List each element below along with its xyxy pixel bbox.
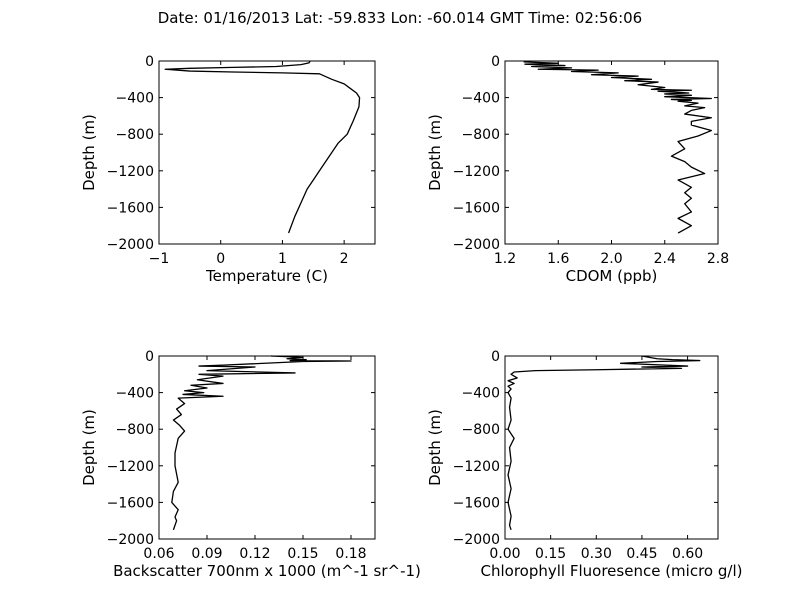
temperature-xtick-label: 1 [278,251,287,267]
subplot-backscatter: 0.06 0.09 0.12 0.15 0.18 0 −400 −800 −1200 −1600 −… [80,349,421,580]
temperature-ytick-label: −400 [116,91,154,107]
temperature-ytick-label: −1200 [107,164,154,180]
backscatter-xtick-label: 0.09 [191,546,222,562]
backscatter-ytick-label: −800 [116,422,154,438]
cdom-xtick-label: 2.8 [707,251,729,267]
backscatter-xtick-label: 0.15 [287,546,318,562]
chlorophyll-ytick-label: −1600 [453,495,500,511]
chlorophyll-xaxis-label: Chlorophyll Fluoresence (micro g/l) [481,562,743,580]
chlorophyll-xtick-label: 0.00 [489,546,520,562]
temperature-xtick-label: −1 [149,251,170,267]
cdom-yaxis-label: Depth (m) [426,114,444,191]
backscatter-xtick-label: 0.06 [143,546,174,562]
temperature-ytick-label: −2000 [107,237,154,253]
chlorophyll-xtick-label: 0.15 [535,546,566,562]
cdom-ytick-label: −400 [462,91,500,107]
backscatter-axes-frame [158,355,376,540]
chlorophyll-profile-line [507,355,701,531]
cdom-ytick-label: −800 [462,127,500,143]
chlorophyll-ytick-label: 0 [491,349,500,365]
figure-suptitle: Date: 01/16/2013 Lat: -59.833 Lon: -60.0… [158,9,642,27]
cdom-profile-line [523,61,712,234]
backscatter-ytick-label: −2000 [107,532,154,548]
backscatter-xtick-label: 0.12 [239,546,270,562]
temperature-xaxis-label: Temperature (C) [205,267,328,285]
chlorophyll-xtick-label: 0.60 [672,546,703,562]
backscatter-xaxis-label: Backscatter 700nm x 1000 (m^-1 sr^-1) [113,562,421,580]
temperature-ytick-label: 0 [145,54,154,70]
cdom-ytick-label: −2000 [453,237,500,253]
cdom-ytick-label: −1600 [453,200,500,216]
cdom-xtick-label: 2.0 [600,251,622,267]
chlorophyll-ytick-label: −2000 [453,532,500,548]
chlorophyll-axes-frame [504,355,719,540]
backscatter-profile-line [171,355,352,531]
cdom-xtick-label: 1.2 [494,251,516,267]
temperature-xtick-label: 2 [340,251,349,267]
backscatter-yaxis-label: Depth (m) [80,409,98,486]
chlorophyll-yaxis-label: Depth (m) [426,409,444,486]
chlorophyll-ytick-label: −800 [462,422,500,438]
temperature-axes-frame [158,60,376,245]
chlorophyll-ytick-label: −1200 [453,459,500,475]
subplot-grid: −1 0 1 2 0 −400 −800 −1200 −1600 −2000 Temperature… [80,54,742,580]
temperature-yaxis-label: Depth (m) [80,114,98,191]
chlorophyll-xtick-label: 0.30 [581,546,612,562]
chlorophyll-ytick-label: −400 [462,386,500,402]
cdom-ytick-label: −1200 [453,164,500,180]
chlorophyll-xtick-label: 0.45 [626,546,657,562]
temperature-profile-line [164,60,361,234]
backscatter-ytick-label: 0 [145,349,154,365]
backscatter-ytick-label: −1200 [107,459,154,475]
cdom-xaxis-label: CDOM (ppb) [566,267,658,285]
backscatter-ytick-label: −400 [116,386,154,402]
temperature-ytick-label: −1600 [107,200,154,216]
backscatter-ytick-label: −1600 [107,495,154,511]
temperature-xtick-label: 0 [216,251,225,267]
cdom-xtick-label: 2.4 [654,251,676,267]
cdom-ytick-label: 0 [491,54,500,70]
cdom-xtick-label: 1.6 [547,251,569,267]
subplot-temperature: −1 0 1 2 0 −400 −800 −1200 −1600 −2000 Temperature… [80,54,376,285]
subplot-chlorophyll: 0.00 0.15 0.30 0.45 0.60 0 −400 −800 −1200 −1600 −… [426,349,742,580]
temperature-ytick-label: −800 [116,127,154,143]
subplot-cdom: 1.2 1.6 2.0 2.4 2.8 0 −400 −800 −1200 −1600 −2000 C… [426,54,729,285]
backscatter-xtick-label: 0.18 [335,546,366,562]
